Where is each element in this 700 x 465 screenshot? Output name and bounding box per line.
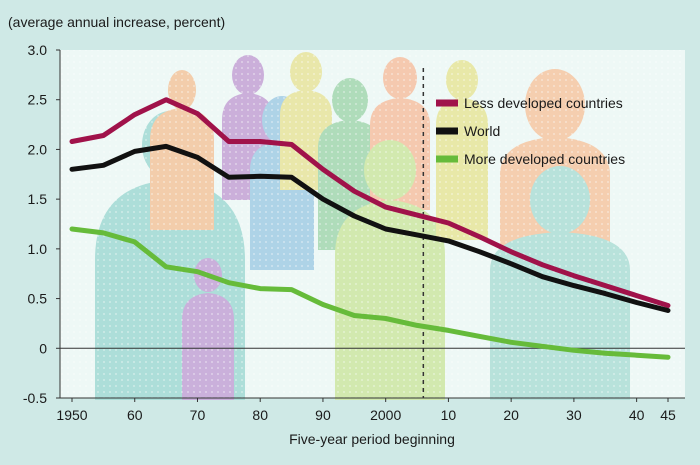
x-tick-label: 40 xyxy=(629,407,645,423)
y-tick-label: 2.0 xyxy=(28,141,48,157)
x-tick-label: 90 xyxy=(315,407,331,423)
y-tick-label: 2.5 xyxy=(28,92,48,108)
legend-label-less-developed: Less developed countries xyxy=(464,95,623,111)
series-lines xyxy=(69,97,671,360)
series-line-world xyxy=(69,143,671,313)
y-tick-label: -0.5 xyxy=(23,390,47,406)
x-tick-label: 1950 xyxy=(56,407,87,423)
x-tick-label: 30 xyxy=(566,407,582,423)
series-line-less-developed xyxy=(69,97,671,308)
y-tick-label: 0.5 xyxy=(28,291,48,307)
x-axis-ticks: 1950 60 70 80 90 2000 10 20 30 40 45 xyxy=(56,398,676,423)
x-tick-label: 60 xyxy=(127,407,143,423)
x-tick-label: 80 xyxy=(252,407,268,423)
x-tick-label: 70 xyxy=(190,407,206,423)
x-tick-label: 20 xyxy=(503,407,519,423)
legend: Less developed countries World More develo… xyxy=(436,95,625,167)
legend-label-world: World xyxy=(464,123,500,139)
y-axis-ticks: -0.5 0 0.5 1.0 1.5 2.0 2.5 3.0 xyxy=(23,42,60,406)
y-tick-label: 3.0 xyxy=(28,42,48,58)
series-line-more-developed xyxy=(69,226,671,360)
y-axis-label: (average annual increase, percent) xyxy=(8,14,225,30)
y-tick-label: 1.0 xyxy=(28,241,48,257)
x-tick-label: 10 xyxy=(441,407,457,423)
x-axis-label: Five-year period beginning xyxy=(289,431,455,447)
x-tick-label: 2000 xyxy=(370,407,401,423)
y-tick-label: 0 xyxy=(39,340,47,356)
x-tick-label: 45 xyxy=(660,407,676,423)
y-tick-label: 1.5 xyxy=(28,191,48,207)
legend-label-more-developed: More developed countries xyxy=(464,151,625,167)
